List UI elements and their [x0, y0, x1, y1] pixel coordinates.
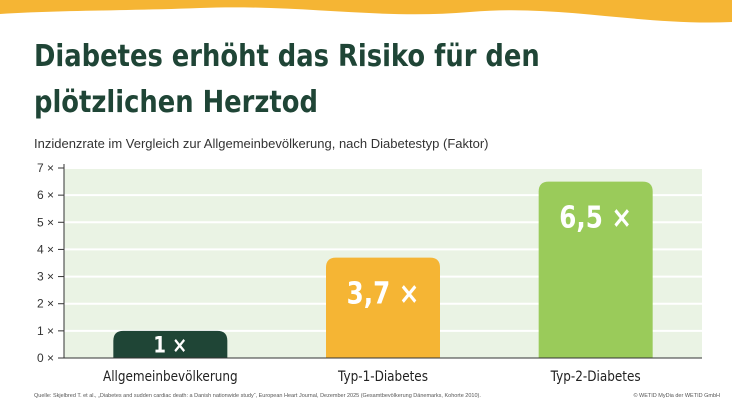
x-category-label: Typ-1-Diabetes: [337, 369, 428, 385]
y-tick-label: 7 ×: [37, 161, 54, 175]
bar-2: [326, 257, 440, 358]
chart-title-line-2: plötzlichen Herztod: [34, 85, 318, 120]
x-category-label: Typ-2-Diabetes: [550, 369, 641, 385]
y-tick-label: 3 ×: [37, 270, 54, 284]
y-tick-label: 1 ×: [37, 324, 54, 338]
decorative-wave: [0, 0, 732, 23]
chart-title: Diabetes erhöht das Risiko für den plötz…: [34, 34, 602, 126]
source-note: Quelle: Skjelbred T. et al., „Diabetes a…: [34, 393, 481, 399]
y-tick-label: 0 ×: [37, 351, 54, 365]
y-tick-label: 5 ×: [37, 215, 54, 229]
chart-title-line-1: Diabetes erhöht das Risiko für den: [34, 39, 540, 74]
x-category-label: Allgemeinbevölkerung: [103, 369, 238, 385]
y-tick-label: 4 ×: [37, 242, 54, 256]
bar-1: [113, 330, 228, 358]
bar-3: [538, 181, 653, 358]
y-tick-label: 6 ×: [37, 188, 54, 202]
y-tick-label: 2 ×: [37, 297, 54, 311]
copyright-note: © WETID MyDia der WETID GmbH: [633, 393, 720, 399]
chart-subtitle: Inzidenzrate im Vergleich zur Allgemeinb…: [34, 136, 489, 151]
bar-data-label: 6,5 ×: [559, 201, 632, 235]
bar-data-label: 1 ×: [153, 332, 187, 358]
bar-data-label: 3,7 ×: [347, 277, 420, 311]
